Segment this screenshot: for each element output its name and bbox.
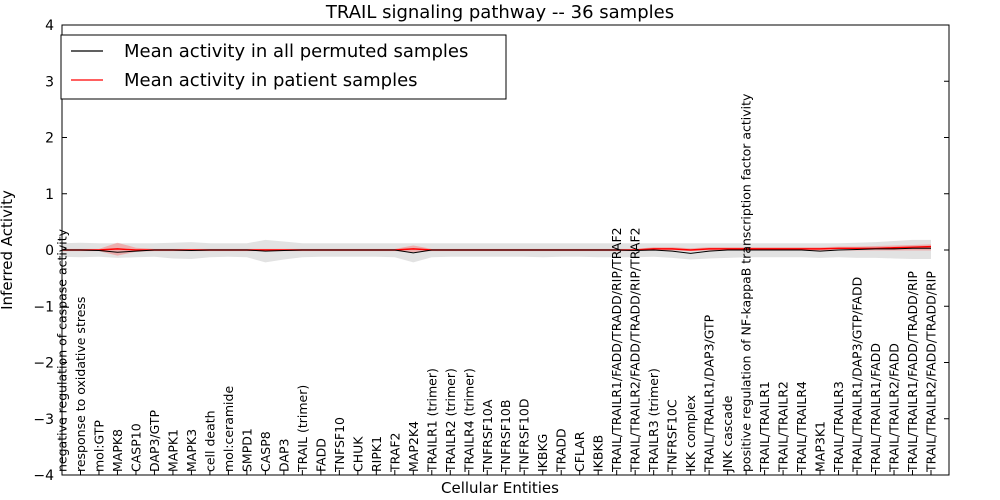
legend: Mean activity in all permuted samples Me… — [60, 34, 507, 100]
confidence-bands — [62, 239, 931, 263]
x-category-label: RIPK1 — [369, 436, 384, 472]
chart-title: TRAIL signaling pathway -- 36 samples — [325, 2, 674, 23]
x-category-label: TRAF2 — [387, 432, 402, 473]
x-category-label: TNFRSF10D — [517, 398, 532, 473]
y-tick-label: −4 — [33, 468, 54, 484]
legend-box — [60, 34, 507, 100]
x-category-label: TRADD — [554, 428, 569, 473]
x-category-label: positive regulation of NF-kappaB transcr… — [739, 93, 754, 472]
x-category-label: TRAIL/TRAILR2/FADD/TRADD/RIP/TRAF2 — [628, 227, 643, 473]
x-category-label: TNFRSF10B — [498, 400, 513, 473]
x-category-label: TRAILR3 (trimer) — [646, 368, 661, 473]
x-axis-category-labels: negative regulation of caspase activity r… — [55, 93, 939, 473]
permuted-mean-line — [62, 247, 931, 254]
x-category-label: IKBKG — [535, 434, 550, 472]
x-category-label: mol:ceramide — [221, 386, 236, 472]
x-category-label: TNFSF10 — [332, 417, 347, 473]
x-category-label: TRAIL/TRAILR3 — [831, 381, 846, 473]
x-category-label: TRAIL/TRAILR1/DAP3/GTP — [702, 314, 717, 473]
x-axis-label: Cellular Entities — [441, 479, 559, 497]
x-category-label: TNFRSF10A — [480, 399, 495, 473]
y-tick-label: 4 — [45, 18, 54, 34]
x-category-label: TRAIL/TRAILR1/DAP3/GTP/FADD — [850, 277, 865, 473]
x-category-label: CFLAR — [572, 431, 587, 472]
x-category-label: TRAIL/TRAILR4 — [794, 381, 809, 473]
x-category-label: DAP3/GTP — [147, 409, 162, 472]
x-category-label: MAPK1 — [165, 429, 180, 472]
x-category-label: FADD — [313, 438, 328, 472]
x-category-label: IKK complex — [683, 395, 698, 472]
x-category-label: cell death — [202, 410, 217, 472]
x-category-label: TRAIL/TRAILR1/FADD/TRADD/RIP/TRAF2 — [609, 227, 624, 473]
y-axis-label: Inferred Activity — [0, 190, 16, 310]
x-category-label: TRAILR2 (trimer) — [443, 368, 458, 473]
x-category-label: MAP2K4 — [406, 421, 421, 472]
y-axis-ticks: −4 −3 −2 −1 0 1 2 3 4 — [33, 18, 949, 484]
x-category-label: TRAIL/TRAILR2/FADD/TRADD/RIP — [924, 271, 939, 473]
x-category-label: TRAIL/TRAILR1 — [757, 381, 772, 473]
x-category-label: TRAIL (trimer) — [295, 385, 310, 473]
y-tick-label: −1 — [33, 299, 54, 315]
y-tick-label: 0 — [45, 243, 54, 259]
x-category-label: TNFRSF10C — [665, 399, 680, 473]
x-category-label: CASP10 — [128, 423, 143, 472]
x-axis-ticks — [61, 470, 932, 475]
x-category-label: SMPD1 — [239, 428, 254, 472]
y-tick-label: −3 — [33, 412, 54, 428]
x-category-label: JNK cascade — [720, 395, 735, 473]
x-category-label: MAP3K1 — [813, 421, 828, 472]
x-category-label: MAPK3 — [184, 429, 199, 472]
x-category-label: TRAILR1 (trimer) — [424, 368, 439, 473]
x-category-label: negative regulation of caspase activity — [55, 228, 70, 472]
y-tick-label: −2 — [33, 356, 54, 372]
x-category-label: IKBKB — [591, 435, 606, 472]
x-category-label: CASP8 — [258, 431, 273, 472]
permuted-confidence-band — [62, 239, 931, 263]
x-category-label: response to oxidative stress — [73, 297, 88, 472]
x-category-label: CHUK — [350, 436, 365, 472]
legend-label-patient: Mean activity in patient samples — [124, 70, 418, 91]
y-tick-label: 1 — [45, 187, 54, 203]
x-category-label: DAP3 — [276, 439, 291, 472]
x-category-label: mol:GTP — [91, 420, 106, 472]
x-category-label: TRAIL/TRAILR1/FADD — [868, 343, 883, 473]
legend-label-permuted: Mean activity in all permuted samples — [124, 41, 468, 62]
patient-confidence-band — [62, 242, 931, 256]
series-lines — [62, 245, 932, 254]
x-category-label: MAPK8 — [110, 429, 125, 472]
x-category-label: TRAIL/TRAILR1/FADD/TRADD/RIP — [905, 271, 920, 473]
x-category-label: TRAILR4 (trimer) — [461, 368, 476, 473]
y-tick-label: 3 — [45, 74, 54, 90]
x-category-label: TRAIL/TRAILR2/FADD — [887, 343, 902, 473]
y-tick-label: 2 — [45, 131, 54, 147]
x-category-label: TRAIL/TRAILR2 — [776, 381, 791, 473]
